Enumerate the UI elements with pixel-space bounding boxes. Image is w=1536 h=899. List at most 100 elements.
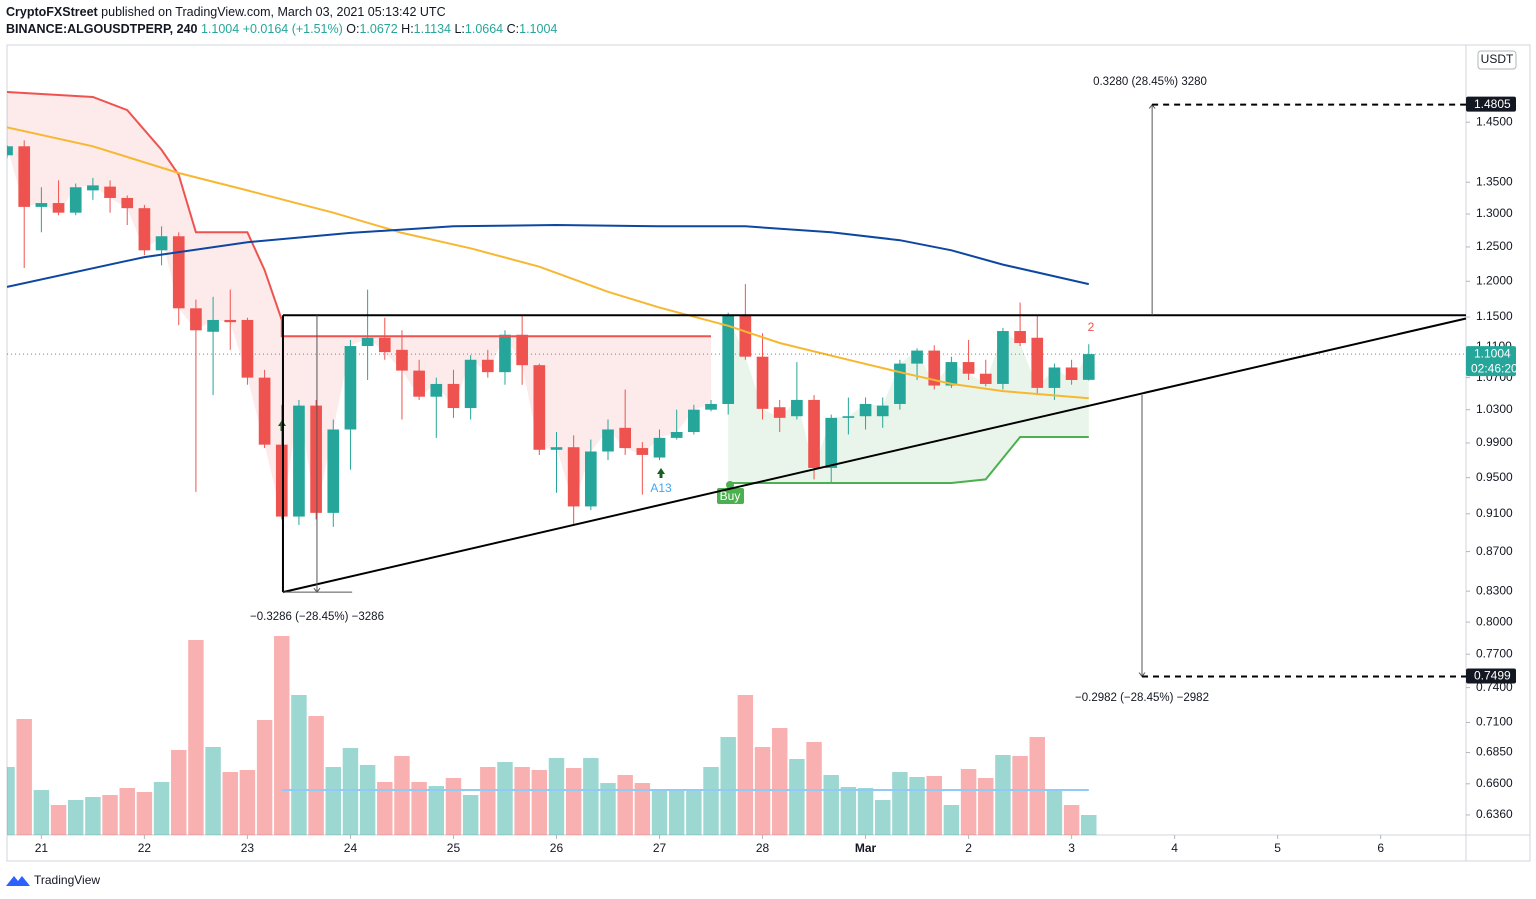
volume-bar [445,778,462,835]
y-tick-label: 0.9500 [1476,470,1513,484]
x-tick-label: 3 [1068,841,1075,855]
volume-bar [85,797,101,835]
y-tick-label: 0.6600 [1476,776,1513,790]
volume-bar [514,767,530,835]
volume-bar [325,767,342,835]
candle-body [619,427,632,449]
price-badge [1466,668,1516,684]
candle-body [756,356,769,409]
count-label: 2 [1088,320,1095,334]
candle-body [842,416,855,418]
candle-body [688,409,700,432]
c-label: C: [507,22,520,36]
volume-bar [205,747,221,835]
volume-bar [480,767,496,835]
l-value: 1.0664 [465,22,503,36]
candle-body [859,403,872,417]
volume-bar [153,782,170,835]
volume-bar [188,640,204,835]
y-tick-label: 0.7700 [1476,646,1513,660]
candle-body [378,337,391,353]
volume-bar [806,742,822,835]
x-tick-label: 23 [241,841,255,855]
price-badge-label: 0.7499 [1474,669,1511,683]
x-tick-label: 21 [35,841,49,855]
volume-bar [274,636,290,835]
volume-bar [394,756,410,835]
candle-body [602,429,614,452]
currency-box[interactable] [1477,50,1517,70]
volume-bar [909,777,925,835]
volume-bar [171,750,187,835]
volume-bar [411,782,427,835]
logo [6,876,30,886]
candle-body [808,399,820,468]
x-tick-label: 5 [1274,841,1281,855]
candle-body [825,417,838,468]
candle-body [945,362,958,386]
candle-body [7,146,13,156]
header-line-1: CryptoFXStreet published on TradingView.… [6,5,446,19]
y-tick-label: 0.6850 [1476,745,1513,759]
candle-body [911,350,923,364]
candle-body [791,399,803,417]
x-tick-label: Mar [855,841,877,855]
indicator-line [7,126,1089,400]
candle-body [121,197,134,209]
volume-bar [720,737,736,835]
measure-up-label: 0.3280 (28.45%) 3280 [1093,76,1207,88]
buy-signal: Buy [717,481,744,504]
volume-bar [978,778,994,835]
volume-bar [995,755,1011,835]
buy-dot [726,481,734,489]
drawing [282,317,1467,594]
candle-body [516,334,528,366]
candle-body [275,444,288,517]
candle-body [310,405,322,513]
volume-bar [308,716,324,835]
last-price: 1.1004 [201,22,239,36]
c-value: 1.1004 [519,22,557,36]
candle-body [104,186,116,198]
candle-body [35,203,48,207]
candle-body [327,429,340,513]
y-tick-label: 1.1500 [1476,309,1513,323]
volume-bar [462,795,479,835]
volume-bar [7,767,15,835]
y-tick-label: 1.3500 [1476,174,1513,188]
brand: TradingView [34,873,100,887]
candle-body [705,403,717,410]
y-tick-label: 0.8700 [1476,544,1513,558]
price-badge-label: 1.1004 [1474,346,1511,360]
volume-bar [892,772,908,835]
h-label: H: [401,22,414,36]
candle-body [464,359,477,409]
candle-body [997,331,1009,384]
volume-bar [342,748,359,835]
volume-bar [531,770,548,835]
buy-label: Buy [720,489,741,503]
candle-body [499,334,511,373]
plot-area [7,91,1466,835]
candle-body [773,407,786,418]
candle-body [69,187,82,213]
volume-bar [548,758,565,835]
header-line-2: BINANCE:ALGOUSDTPERP, 240 1.1004 +0.0164… [6,22,557,36]
candle-body [18,146,31,207]
volume-bar [497,762,513,835]
volume-bar [943,805,960,835]
candle-body [1031,337,1044,388]
candle-body [155,236,168,251]
x-tick-label: 24 [344,841,358,855]
y-tick-label: 0.9900 [1476,435,1513,449]
change: +0.0164 (+1.51%) [243,22,343,36]
currency: USDT [1481,52,1514,66]
o-value: 1.0672 [359,22,397,36]
y-tick-label: 0.8000 [1476,614,1513,628]
x-tick-label: 22 [138,841,152,855]
volume-bar [377,782,393,835]
price-badge-label: 1.4805 [1474,97,1511,111]
a13-label: A13 [650,481,672,495]
candle-body [207,319,219,332]
indicator-line [7,91,711,338]
